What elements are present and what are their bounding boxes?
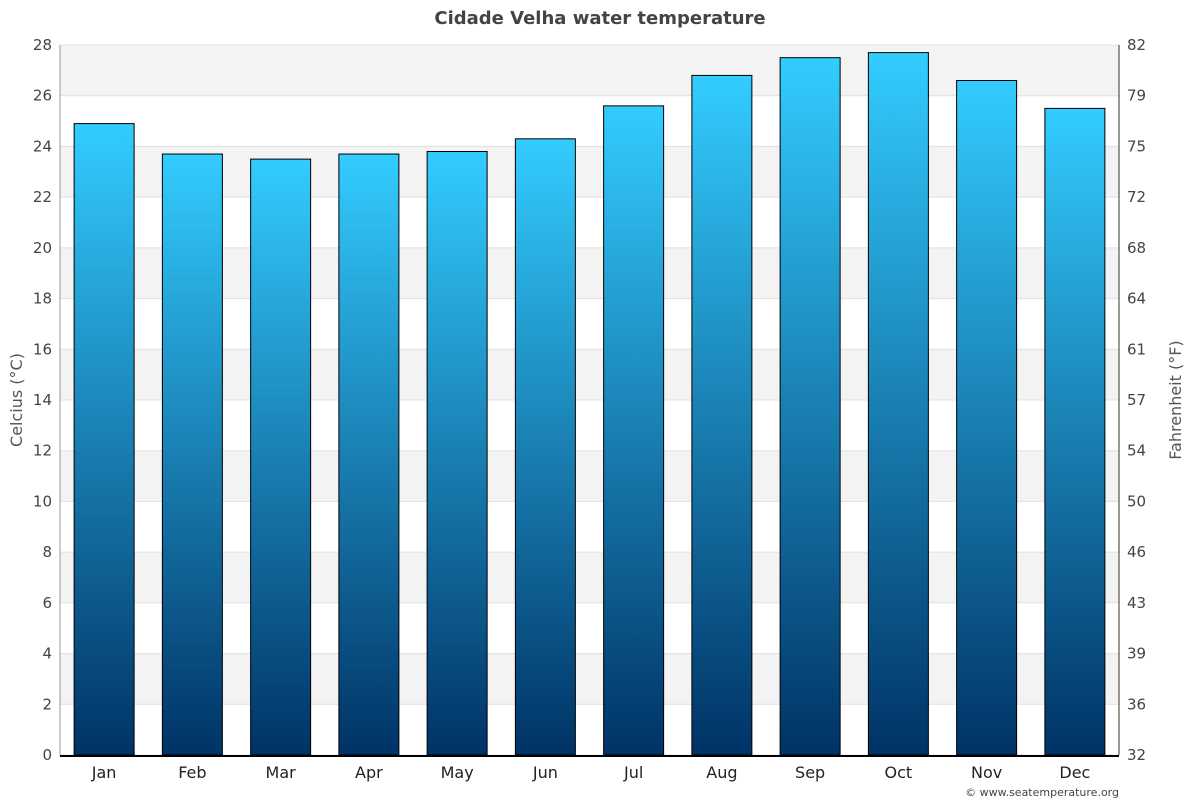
grid-band: [60, 653, 1119, 705]
y-right-tick-label: 43: [1127, 594, 1146, 612]
y-tick-label: 4: [42, 645, 52, 663]
x-tick-label: Nov: [971, 763, 1002, 782]
y-right-tick-label: 82: [1127, 36, 1146, 54]
bar-mar: [250, 158, 312, 756]
grid-band: [60, 146, 1119, 198]
y-right-tick-label: 50: [1127, 492, 1146, 510]
y-tick-label: 14: [33, 391, 52, 409]
y-tick-label: 16: [33, 340, 52, 358]
bar-jun: [514, 138, 576, 756]
y-right-tick-label: 46: [1127, 543, 1146, 561]
x-tick-label: Dec: [1059, 763, 1090, 782]
x-tick-label: Mar: [266, 763, 297, 782]
bar-jan: [73, 123, 135, 756]
bar-feb: [161, 153, 223, 756]
grid-band: [60, 349, 1119, 400]
x-tick-label: Aug: [706, 763, 737, 782]
y-tick-label: 22: [33, 188, 52, 206]
chart-title: Cidade Velha water temperature: [434, 8, 765, 29]
y-axis-label: Celcius (°C): [7, 353, 26, 447]
x-tick-label: Feb: [178, 763, 206, 782]
x-tick-label: Oct: [885, 763, 913, 782]
y-right-tick-label: 68: [1127, 239, 1146, 257]
y-tick-label: 20: [33, 239, 52, 257]
bar-nov: [956, 80, 1018, 756]
grid-band: [60, 552, 1119, 603]
bar-sep: [779, 57, 841, 756]
y-tick-label: 8: [42, 543, 52, 561]
y-right-tick-label: 36: [1127, 695, 1146, 713]
bar-may: [426, 151, 488, 756]
y-right-tick-label: 61: [1127, 340, 1146, 358]
grid-band: [60, 45, 1119, 96]
y-tick-label: 28: [33, 36, 52, 54]
bar-oct: [867, 52, 929, 756]
y-tick-label: 24: [33, 137, 52, 155]
y-axis-right-label: Fahrenheit (°F): [1166, 340, 1185, 459]
y-tick-label: 6: [42, 594, 52, 612]
y-tick-label: 18: [33, 290, 52, 308]
y-tick-label: 10: [33, 492, 52, 510]
grid-band: [60, 247, 1119, 299]
y-right-tick-label: 79: [1127, 87, 1146, 105]
y-tick-label: 12: [33, 442, 52, 460]
y-right-tick-label: 32: [1127, 746, 1146, 764]
bar-aug: [691, 74, 753, 756]
y-right-tick-label: 57: [1127, 391, 1146, 409]
y-tick-label: 26: [33, 87, 52, 105]
x-tick-label: Sep: [795, 763, 825, 782]
x-tick-label: Jun: [532, 763, 558, 782]
x-tick-label: Jan: [91, 763, 117, 782]
y-right-tick-label: 75: [1127, 137, 1146, 155]
x-tick-label: Apr: [355, 763, 383, 782]
y-tick-label: 2: [42, 695, 52, 713]
y-right-tick-label: 72: [1127, 188, 1146, 206]
y-right-tick-label: 39: [1127, 645, 1146, 663]
y-tick-label: 0: [42, 746, 52, 764]
y-right-tick-label: 54: [1127, 442, 1146, 460]
x-tick-label: May: [441, 763, 474, 782]
x-tick-label: Jul: [623, 763, 643, 782]
credit: © www.seatemperature.org: [965, 786, 1119, 799]
bar-dec: [1044, 107, 1106, 756]
bar-jul: [603, 105, 665, 756]
bar-apr: [338, 153, 400, 756]
y-right-tick-label: 64: [1127, 290, 1146, 308]
grid-band: [60, 450, 1119, 502]
